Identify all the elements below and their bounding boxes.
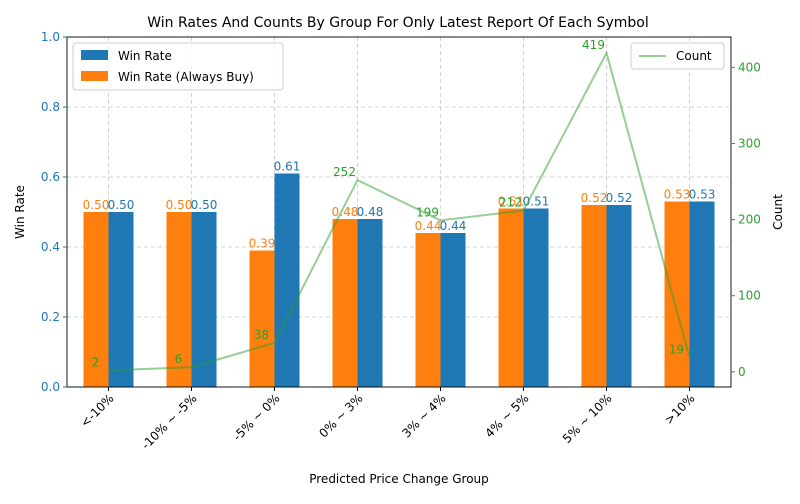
count-value-label: 38	[254, 328, 269, 342]
bar-value-label: 0.52	[606, 191, 633, 205]
bar-value-label: 0.61	[274, 160, 301, 174]
bar	[332, 219, 358, 387]
legend-right-box	[630, 42, 725, 70]
y-axis-label: Win Rate	[13, 185, 27, 239]
bar	[191, 212, 217, 387]
x-tick-label: >10%	[662, 391, 698, 427]
x-tick-label: 5% ~ 10%	[560, 391, 615, 446]
bar	[108, 212, 134, 387]
bar	[166, 212, 192, 387]
y2-tick-label: 200	[738, 213, 761, 227]
bar-value-label: 0.39	[249, 237, 276, 251]
plot-frame	[66, 36, 732, 388]
bar	[357, 219, 383, 387]
legend-left-box	[72, 42, 284, 91]
bar-value-label: 0.50	[166, 198, 193, 212]
bar-value-label: 0.52	[581, 191, 608, 205]
bar	[249, 250, 275, 387]
y2-tick-label: 0	[738, 365, 746, 379]
y2-tick-label: 300	[738, 137, 761, 151]
bar-value-label: 0.50	[108, 198, 135, 212]
y-tick-label: 0.8	[41, 100, 60, 114]
legend-label: Win Rate	[118, 49, 172, 63]
count-value-label: 19	[669, 342, 684, 356]
bar	[415, 233, 441, 387]
bar-value-label: 0.51	[498, 195, 525, 209]
legend-left: Win Rate Win Rate (Always Buy)	[72, 42, 284, 91]
bar	[581, 205, 607, 387]
bar	[664, 201, 690, 387]
count-value-label: 6	[175, 352, 183, 366]
bar	[83, 212, 109, 387]
bar-value-label: 0.48	[357, 205, 384, 219]
bar	[498, 208, 524, 387]
x-tick-label: 4% ~ 5%	[482, 391, 531, 440]
legend-label: Count	[676, 49, 712, 63]
legend-swatch	[81, 71, 108, 81]
x-tick-label: -10% ~ -5%	[139, 391, 200, 452]
bar	[689, 201, 715, 387]
axes-layer: 0.0 0.2 0.4 0.6 0.8 1.0 0 100 200 300 400 <-10% -10%…	[41, 30, 761, 452]
x-tick-label: <-10%	[78, 391, 117, 430]
bar	[274, 173, 300, 387]
bars-layer: 0.50 0.500.390.480.440.51 0.52 0.530.50 0.50…	[83, 160, 716, 387]
bar-value-label: 0.50	[83, 198, 110, 212]
line-layer: 2 6 38 252 199 212 419 19	[92, 38, 691, 372]
legend-right: Count	[630, 42, 725, 70]
count-line	[108, 50, 691, 372]
y-tick-label: 0.4	[41, 240, 60, 254]
y2-tick-label: 100	[738, 289, 761, 303]
legend-label: Win Rate (Always Buy)	[118, 70, 254, 84]
bar-value-label: 0.53	[689, 188, 716, 202]
y-tick-label: 1.0	[41, 30, 60, 44]
x-axis-label: Predicted Price Change Group	[309, 472, 489, 486]
y-tick-label: 0.2	[41, 310, 60, 324]
x-tick-label: -5% ~ 0%	[230, 391, 282, 443]
count-value-label: 419	[582, 38, 605, 52]
bar-value-label: 0.44	[440, 219, 467, 233]
count-value-label: 212	[499, 195, 522, 209]
x-tick-label: 0% ~ 3%	[316, 391, 365, 440]
bar	[523, 208, 549, 387]
legend-swatch	[81, 50, 108, 60]
chart-title: Win Rates And Counts By Group For Only L…	[147, 15, 649, 31]
count-value-label: 252	[333, 165, 356, 179]
y-tick-label: 0.6	[41, 170, 60, 184]
y-tick-label: 0.0	[41, 380, 60, 394]
count-value-label: 2	[92, 355, 100, 369]
bar-value-label: 0.48	[332, 205, 359, 219]
bar	[606, 205, 632, 387]
bar-value-label: 0.53	[664, 188, 691, 202]
x-tick-label: 3% ~ 4%	[399, 391, 448, 440]
bar-value-label: 0.50	[191, 198, 218, 212]
y2-axis-label: Count	[771, 194, 785, 230]
bar-value-label: 0.44	[415, 219, 442, 233]
count-value-label: 199	[416, 205, 439, 219]
bar	[440, 233, 466, 387]
y2-tick-label: 400	[738, 60, 761, 74]
